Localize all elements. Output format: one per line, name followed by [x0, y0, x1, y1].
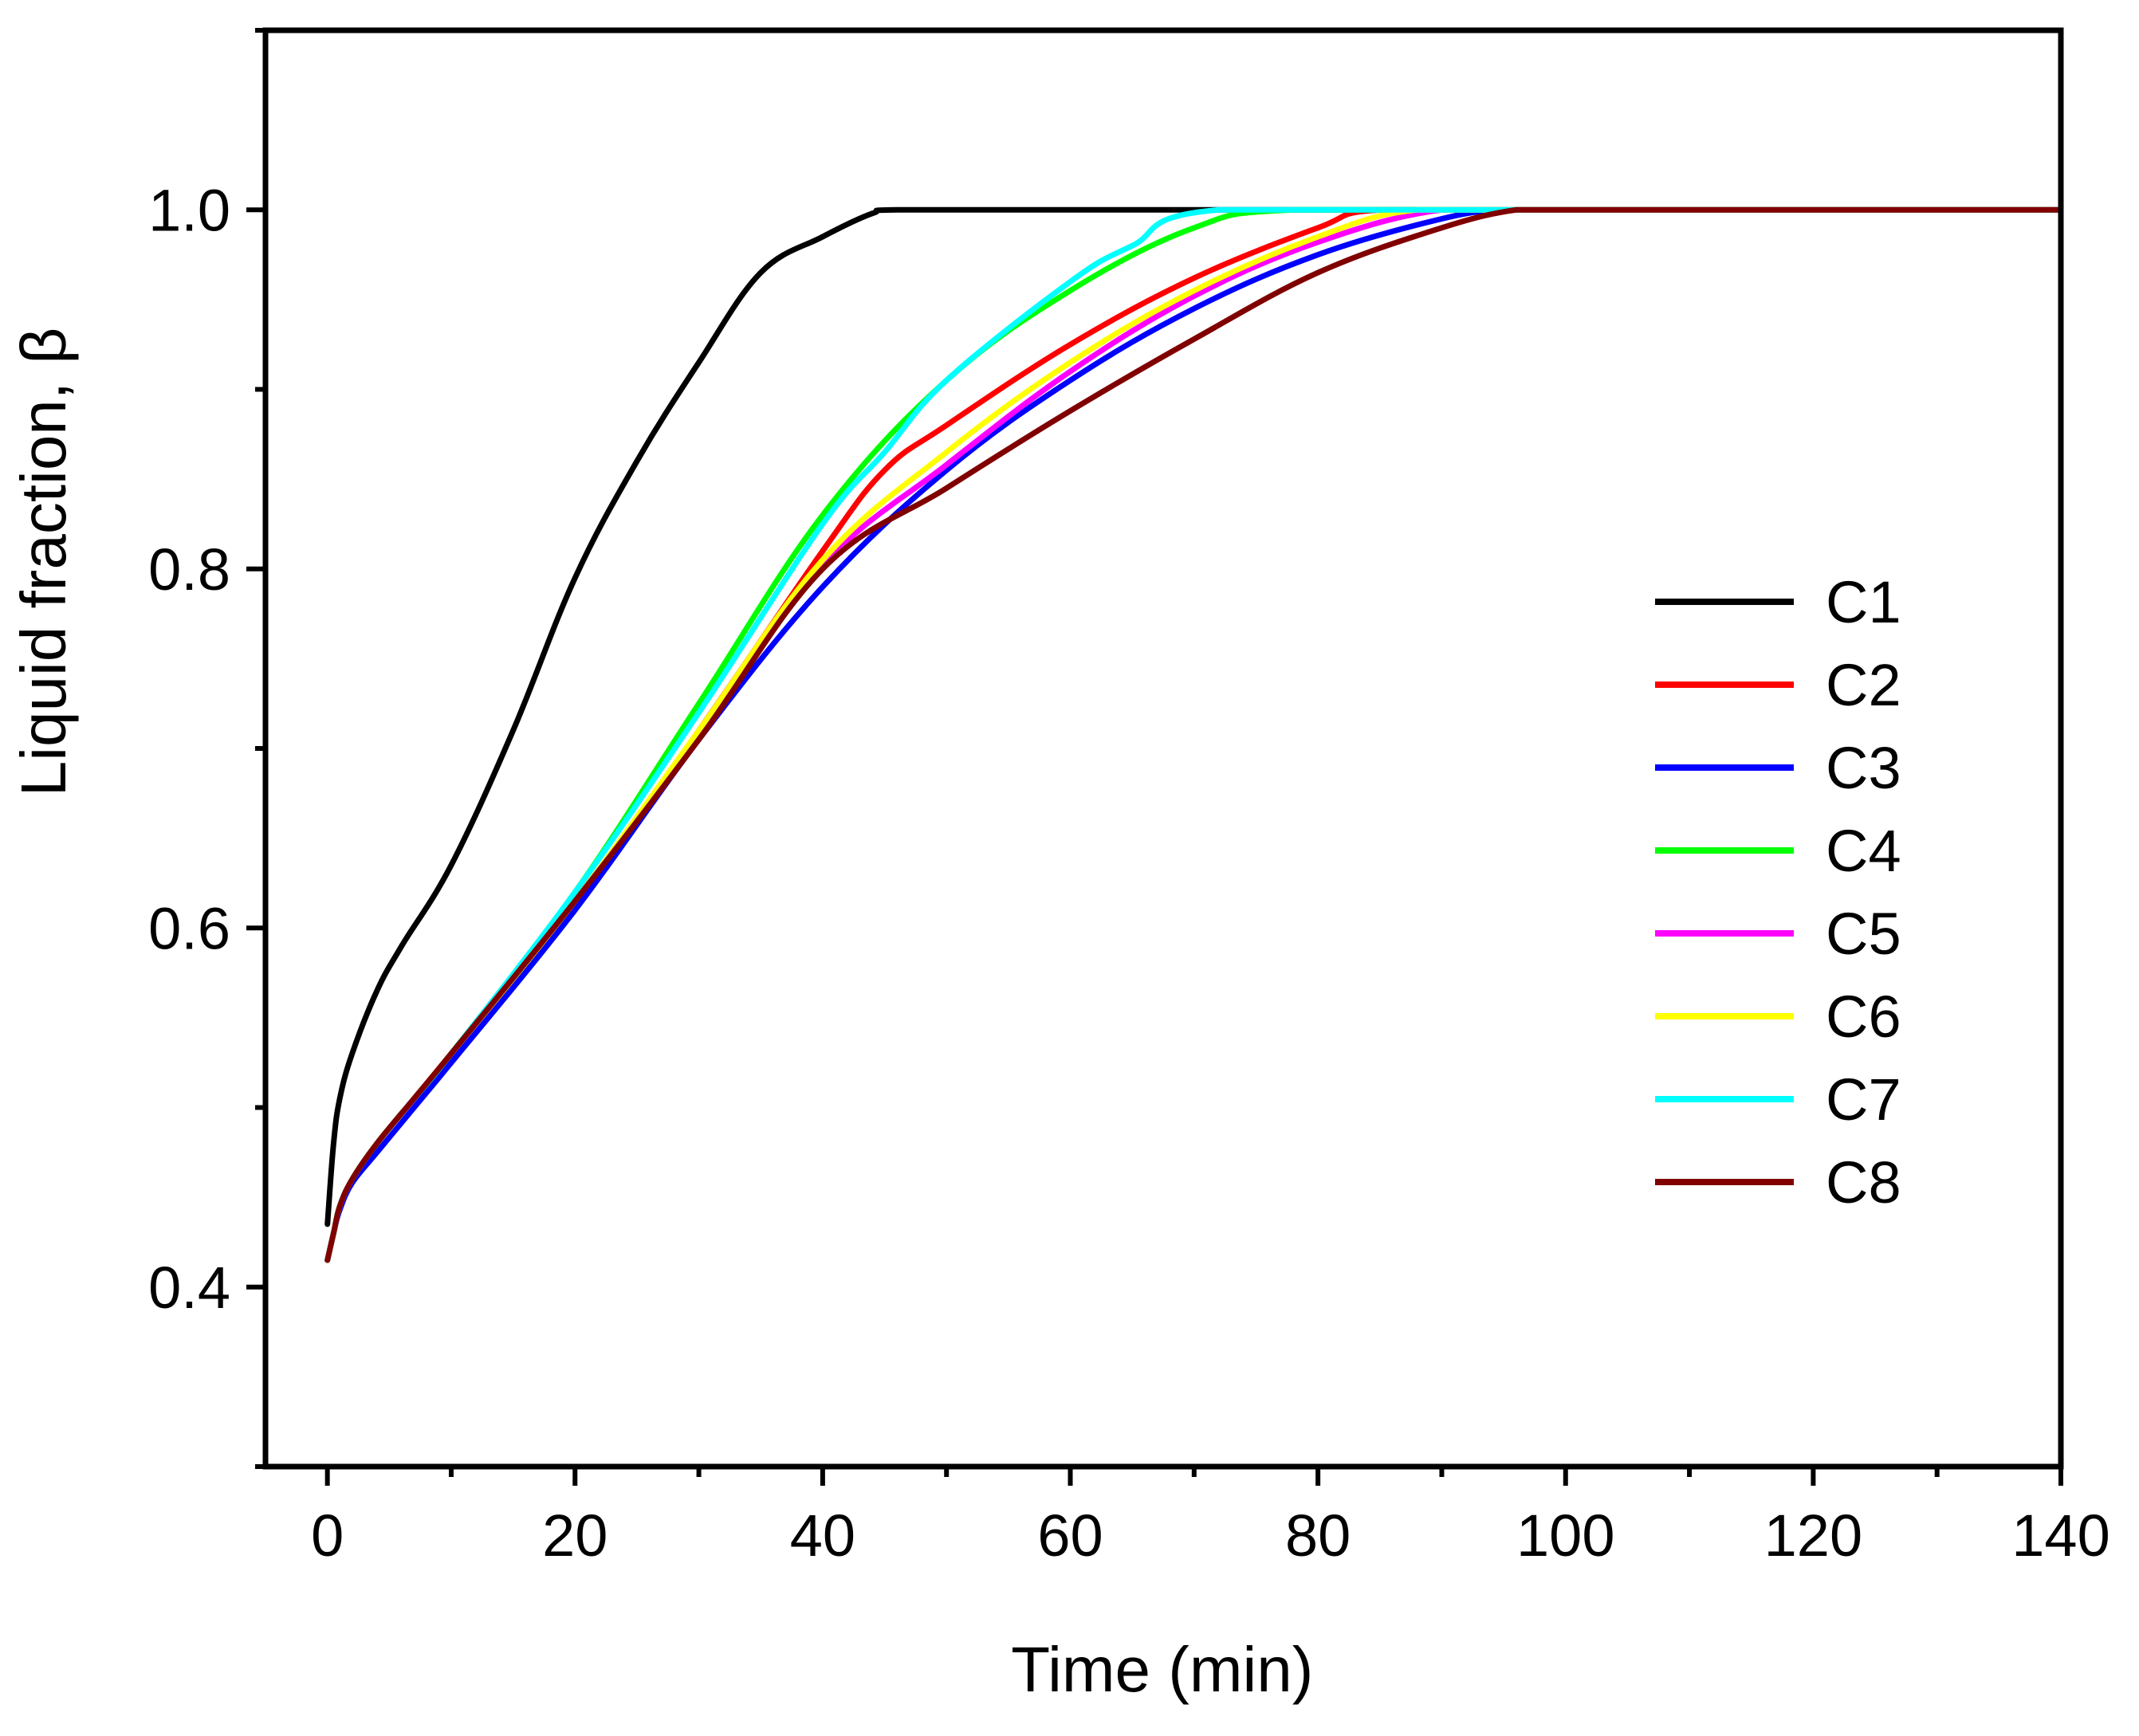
legend-label-c5: C5 [1826, 901, 1901, 967]
legend-label-c3: C3 [1826, 735, 1901, 801]
series-line-c3 [324, 206, 2061, 1263]
series-line-c1 [324, 206, 2061, 1227]
y-tick-label: 0.8 [148, 536, 230, 603]
y-tick-label: 1.0 [148, 177, 230, 243]
series-line-c7 [324, 206, 2061, 1263]
legend-label-c2: C2 [1826, 652, 1901, 718]
axis-tick-labels: 0 20 40 60 80 100 120 140 0.4 0.6 0.8 1.0 [148, 177, 2110, 1569]
plot-area-frame [262, 27, 2064, 1470]
legend-label-c6: C6 [1826, 984, 1901, 1050]
series-line-c6 [324, 206, 2061, 1263]
x-tick-label: 60 [1037, 1502, 1103, 1569]
legend-label-c8: C8 [1826, 1149, 1901, 1216]
legend-label-c7: C7 [1826, 1066, 1901, 1133]
series-line-c4 [324, 206, 2061, 1263]
y-tick-label: 0.6 [148, 895, 230, 961]
x-axis-title: Time (min) [1011, 1634, 1313, 1705]
series-layer [324, 206, 2061, 1263]
x-tick-label: 140 [2011, 1502, 2110, 1569]
series-line-c2 [324, 206, 2061, 1263]
y-tick-label: 0.4 [148, 1255, 230, 1321]
x-tick-label: 100 [1516, 1502, 1614, 1569]
legend-label-c1: C1 [1826, 569, 1901, 635]
x-tick-label: 40 [790, 1502, 855, 1569]
series-line-c5 [324, 206, 2061, 1263]
y-axis-title: Liquid fraction, β [8, 328, 79, 797]
x-tick-label: 0 [311, 1502, 344, 1569]
axis-ticks [246, 28, 2063, 1486]
series-line-c8 [324, 206, 2061, 1263]
x-tick-label: 20 [542, 1502, 607, 1569]
legend: C1 C2 C3 C4 C5 C6 C7 C8 [1655, 569, 1901, 1216]
legend-label-c4: C4 [1826, 818, 1901, 884]
x-tick-label: 80 [1285, 1502, 1351, 1569]
x-tick-label: 120 [1764, 1502, 1862, 1569]
